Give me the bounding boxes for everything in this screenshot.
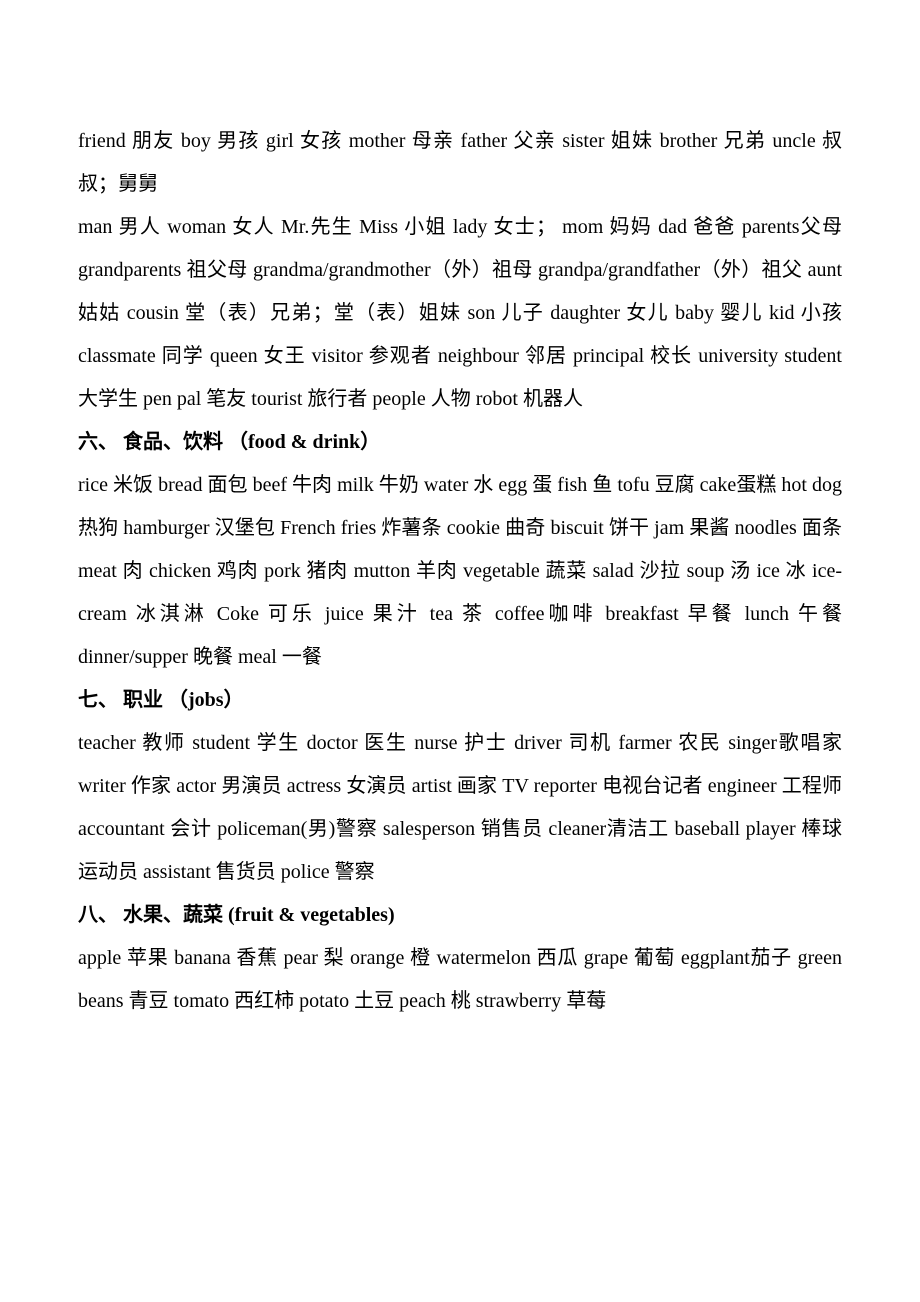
document-page: friend 朋友 boy 男孩 girl 女孩 mother 母亲 fathe…: [0, 0, 920, 1302]
section-7-heading: 七、 职业 （jobs）: [78, 679, 842, 722]
jobs-vocab: teacher 教师 student 学生 doctor 医生 nurse 护士…: [78, 722, 842, 894]
fruit-vegetables-vocab: apple 苹果 banana 香蕉 pear 梨 orange 橙 water…: [78, 937, 842, 1023]
people-vocab-part1: friend 朋友 boy 男孩 girl 女孩 mother 母亲 fathe…: [78, 120, 842, 206]
section-8-heading: 八、 水果、蔬菜 (fruit & vegetables): [78, 894, 842, 937]
section-6-heading: 六、 食品、饮料 （food & drink）: [78, 421, 842, 464]
food-drink-vocab: rice 米饭 bread 面包 beef 牛肉 milk 牛奶 water 水…: [78, 464, 842, 679]
people-vocab-part2: man 男人 woman 女人 Mr.先生 Miss 小姐 lady 女士； m…: [78, 206, 842, 421]
